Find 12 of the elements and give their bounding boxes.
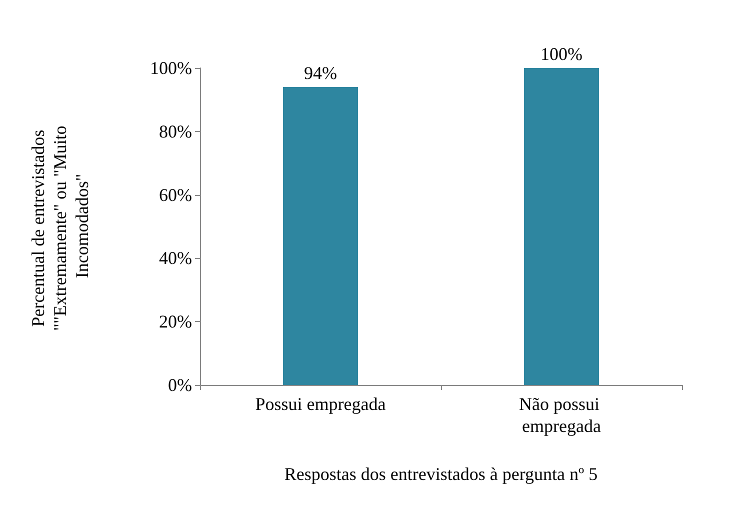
data-label: 94% [304,63,337,84]
data-label: 100% [540,44,582,64]
y-tick-label: 80% [159,121,192,142]
x-tick-label: Não possui empregada [519,394,604,436]
y-tick-label: 100% [150,58,192,78]
x-tick-label: Possui empregada [255,394,386,414]
x-axis-title: Respostas dos entrevistados à pergunta nº 5 [284,464,598,484]
y-tick-label: 20% [159,312,192,332]
y-axis-title: Percentual de entrevistados ""Extremamente" ou "Muito Incomodados" [28,121,92,331]
y-tick-label: 40% [159,248,192,268]
y-tick-label: 60% [159,184,192,205]
y-tick-label: 0% [168,375,192,395]
